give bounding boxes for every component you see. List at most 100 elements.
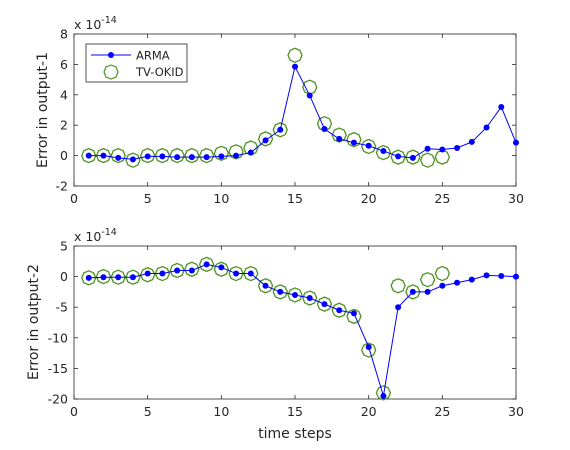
svg-text:x 10-14: x 10-14: [74, 15, 117, 32]
arma-point: [218, 153, 225, 160]
tv-okid-point: [346, 131, 362, 148]
arma-point: [468, 276, 475, 283]
arma-point: [380, 148, 387, 155]
x-tick-label: 10: [213, 404, 229, 419]
subplot-output-1: x 10-14 Error in output-1 0 5 10 15 20 25 30 -…: [35, 15, 524, 206]
axes-box-2: [73, 245, 517, 400]
y-tick-label: 0: [60, 148, 68, 163]
tv-okid-point: [139, 267, 156, 283]
exponent-power-2: -14: [101, 227, 117, 238]
tv-okid-point: [228, 265, 244, 282]
arma-point: [409, 154, 416, 161]
tv-okid-point: [154, 265, 171, 282]
svg-text:x 10-14: x 10-14: [74, 227, 117, 244]
tv-okid-point: [184, 147, 200, 164]
tv-okid-point: [331, 127, 347, 143]
arma-point: [380, 392, 387, 399]
tv-okid-point: [169, 147, 185, 164]
exponent-base-1: x 10: [74, 17, 101, 32]
x-tick-label: 0: [70, 191, 78, 206]
arma-point: [409, 288, 416, 295]
tv-okid-point: [198, 147, 215, 164]
tv-okid-point: [139, 147, 156, 164]
exponent-power-1: -14: [101, 15, 117, 26]
arma-point: [336, 307, 343, 314]
arma-point: [321, 301, 328, 308]
tv-okid-point: [213, 145, 230, 162]
x-tick-label: 25: [434, 404, 450, 419]
tv-okid-point: [243, 265, 259, 282]
tv-okid-point: [110, 269, 126, 285]
arma-point: [306, 295, 313, 302]
y-axis-label-1: Error in output-1: [35, 52, 51, 168]
x-tick-label: 15: [287, 191, 303, 206]
y-tick-label: -10: [48, 330, 68, 345]
arma-point: [159, 270, 166, 277]
tv-okid-point: [390, 278, 406, 294]
tv-okid-point: [346, 308, 362, 325]
y-tick-label: 2: [60, 118, 68, 133]
tv-okid-point: [287, 287, 303, 303]
y-ticks-1: -2 0 2 4 6 8: [56, 27, 516, 194]
tv-okid-point: [184, 261, 200, 277]
tv-okid-point: [419, 271, 436, 288]
arma-point: [262, 137, 269, 144]
tv-okid-point: [81, 270, 97, 286]
tv-okid-point: [95, 147, 112, 164]
arma-point: [454, 145, 461, 151]
arma-point: [247, 270, 254, 277]
arma-point: [395, 153, 402, 160]
arma-point: [188, 154, 195, 161]
arma-point: [144, 270, 151, 277]
tv-okid-point: [198, 256, 215, 273]
tv-okid-point: [331, 302, 347, 318]
tv-okid-point: [360, 138, 377, 155]
arma-point: [498, 103, 505, 110]
arma-point: [233, 152, 240, 159]
x-tick-label: 0: [70, 404, 78, 419]
exponent-base-2: x 10: [74, 229, 101, 244]
plot-area-2: [81, 256, 519, 401]
x-tick-label: 20: [361, 191, 377, 206]
tv-okid-point: [434, 265, 451, 282]
series-tv-okid: [81, 256, 451, 401]
arma-point: [85, 274, 92, 281]
arma-point: [159, 153, 166, 160]
arma-point: [85, 152, 92, 159]
x-tick-label: 5: [144, 404, 152, 419]
arma-point: [365, 142, 372, 149]
arma-point: [365, 343, 372, 350]
y-tick-label: 5: [60, 239, 68, 254]
arma-point: [513, 139, 519, 146]
x-ticks-2: 0 5 10 15 20 25 30: [70, 246, 524, 419]
arma-point: [483, 124, 490, 131]
x-ticks-1: 0 5 10 15 20 25 30: [70, 34, 524, 206]
x-tick-label: 30: [508, 191, 524, 206]
arma-point: [306, 92, 313, 99]
arma-point: [247, 149, 254, 156]
legend-box: [85, 43, 188, 83]
arma-point: [350, 310, 357, 317]
arma-point: [468, 138, 475, 145]
tv-okid-point: [375, 385, 392, 401]
tv-okid-point: [228, 144, 244, 160]
arma-point: [115, 274, 122, 281]
arma-point: [292, 291, 298, 298]
arma-point: [336, 135, 343, 142]
x-tick-label: 20: [361, 404, 377, 419]
arma-point: [174, 154, 181, 161]
tv-okid-point: [169, 262, 185, 279]
tv-okid-point: [302, 290, 318, 306]
x-tick-label: 5: [144, 191, 152, 206]
x-tick-label: 30: [508, 404, 524, 419]
tv-okid-point: [154, 147, 171, 164]
arma-point: [483, 272, 490, 279]
arma-point: [115, 154, 122, 161]
legend-tvokid-label: TV-OKID: [135, 65, 184, 79]
arma-point: [174, 267, 181, 274]
tv-okid-point: [257, 131, 274, 147]
tv-okid-point: [81, 147, 97, 164]
tv-okid-point: [125, 269, 141, 285]
y-ticks-2: -20 -15 -10 -5 0 5: [48, 239, 516, 407]
